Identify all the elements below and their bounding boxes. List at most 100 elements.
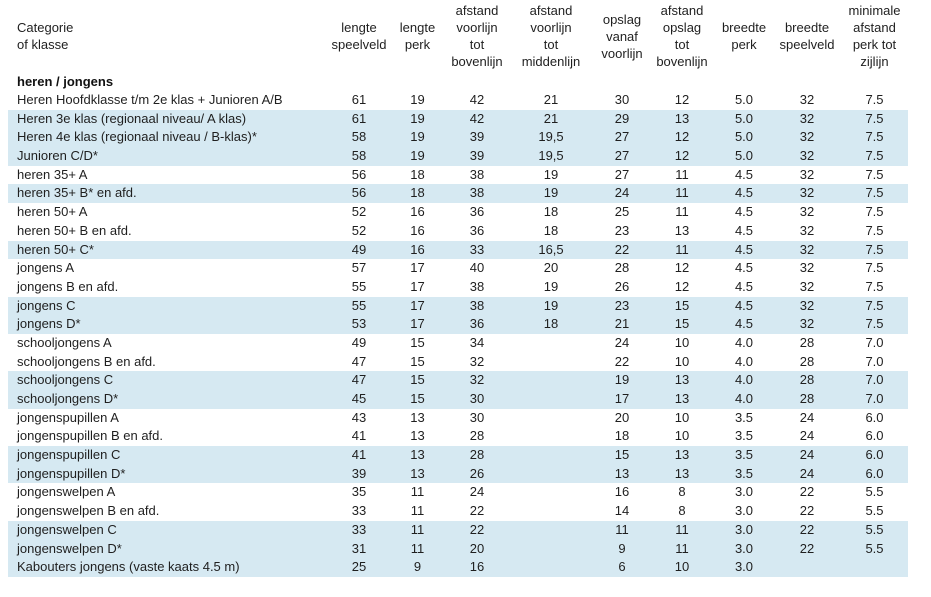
row-value: 5.0 xyxy=(734,129,754,145)
row-category: heren 50+ A xyxy=(17,204,88,220)
row-value: 52 xyxy=(351,204,367,220)
row-value: 28 xyxy=(799,353,815,369)
row-value: 23 xyxy=(614,222,630,238)
row-value: 38 xyxy=(469,185,485,201)
row-value: 24 xyxy=(799,428,815,444)
row-value: 7.0 xyxy=(865,372,884,388)
row-value: 9 xyxy=(413,559,422,575)
row-value: 24 xyxy=(799,447,815,463)
row-value: 18 xyxy=(410,185,425,201)
column-header-opslag-vanaf-voorlijn: opslag vanaf voorlijn xyxy=(601,11,643,61)
row-value: 3.5 xyxy=(734,409,754,425)
row-category: Heren 4e klas (regionaal niveau / B-klas… xyxy=(17,129,257,145)
table-row: Junioren C/D* 58 19 39 19,5 27 12 5.0 32… xyxy=(8,147,908,166)
row-value: 24 xyxy=(614,185,630,201)
row-value: 57 xyxy=(351,260,367,276)
table-row: jongenswelpen A 35 11 24 16 8 3.0 22 5.5 xyxy=(8,483,908,502)
column-header-afstand-voorlijn-bovenlijn: afstand voorlijn tot bovenlijn xyxy=(451,3,503,69)
row-value: 4.5 xyxy=(734,204,754,220)
row-value: 27 xyxy=(614,148,630,164)
row-value: 17 xyxy=(410,297,425,313)
row-value: 13 xyxy=(410,428,425,444)
row-value: 19 xyxy=(543,297,559,313)
row-value: 22 xyxy=(799,503,815,519)
row-value: 43 xyxy=(351,409,367,425)
row-value: 6.0 xyxy=(865,409,884,425)
row-value: 7.5 xyxy=(865,185,884,201)
row-value: 32 xyxy=(799,222,815,238)
table-row: Kabouters jongens (vaste kaats 4.5 m) 25… xyxy=(8,558,908,577)
table-row: heren 35+ B* en afd. 56 18 38 19 24 11 4… xyxy=(8,184,908,204)
row-value: 32 xyxy=(799,148,815,164)
table-row: Heren 4e klas (regionaal niveau / B-klas… xyxy=(8,128,908,148)
row-value: 5.0 xyxy=(734,148,754,164)
row-value: 19,5 xyxy=(538,129,564,145)
row-value: 3.0 xyxy=(734,559,754,575)
row-value: 3.5 xyxy=(734,428,754,444)
row-value: 33 xyxy=(351,521,367,537)
row-value: 52 xyxy=(351,222,367,238)
row-value: 36 xyxy=(469,204,485,220)
row-value: 4.5 xyxy=(734,241,754,257)
table-row: heren 50+ A 52 16 36 18 25 11 4.5 32 7.5 xyxy=(8,203,908,222)
row-value: 13 xyxy=(614,465,630,481)
table-row: schooljongens D* 45 15 30 17 13 4.0 28 7… xyxy=(8,390,908,409)
row-value: 7.0 xyxy=(865,353,884,369)
row-value: 15 xyxy=(614,447,630,463)
row-value: 27 xyxy=(614,166,630,182)
table-row: Heren Hoofdklasse t/m 2e klas + Junioren… xyxy=(8,91,908,110)
row-value: 17 xyxy=(410,278,425,294)
column-header-afstand-opslag-bovenlijn: afstand opslag tot bovenlijn xyxy=(656,3,708,69)
row-value: 19 xyxy=(410,110,425,126)
row-category: jongenswelpen D* xyxy=(17,540,122,556)
row-value: 7.5 xyxy=(865,204,884,220)
row-value: 9 xyxy=(618,540,626,556)
row-value: 16 xyxy=(410,222,425,238)
row-value: 7.5 xyxy=(865,148,884,164)
row-value: 7.5 xyxy=(865,241,884,257)
row-value: 42 xyxy=(469,110,485,126)
column-header-lengte-perk: lengte perk xyxy=(399,20,436,52)
table-header-row: Categorie of klasse lengte speelveld len… xyxy=(8,0,908,72)
row-value: 18 xyxy=(543,204,559,220)
row-value: 32 xyxy=(799,316,815,332)
row-value: 47 xyxy=(351,372,367,388)
row-value: 21 xyxy=(543,92,559,107)
table-row: heren 35+ A 56 18 38 19 27 11 4.5 32 7.5 xyxy=(8,166,908,185)
row-value: 45 xyxy=(351,391,367,406)
row-value: 20 xyxy=(469,540,485,556)
row-value: 13 xyxy=(674,447,690,463)
row-value: 13 xyxy=(674,110,690,126)
row-value: 13 xyxy=(674,222,690,238)
row-value: 22 xyxy=(614,353,630,369)
row-value: 20 xyxy=(614,409,630,425)
row-value: 17 xyxy=(410,316,425,332)
row-value: 6.0 xyxy=(865,447,884,463)
row-value: 22 xyxy=(614,241,630,257)
row-value: 36 xyxy=(469,316,485,332)
row-category: jongenswelpen A xyxy=(17,484,116,500)
row-category: heren 35+ A xyxy=(17,166,88,182)
table-row: jongens A 57 17 40 20 28 12 4.5 32 7.5 xyxy=(8,259,908,278)
row-value: 10 xyxy=(674,428,690,444)
table-body: Heren Hoofdklasse t/m 2e klas + Junioren… xyxy=(8,91,908,577)
row-category: heren 35+ B* en afd. xyxy=(17,185,137,201)
row-value: 20 xyxy=(543,260,559,276)
group-header-label: heren / jongens xyxy=(17,74,114,89)
row-value: 38 xyxy=(469,297,485,313)
row-value: 35 xyxy=(351,484,367,500)
row-value: 17 xyxy=(410,260,425,276)
row-value: 5.5 xyxy=(865,521,884,537)
row-value: 61 xyxy=(351,92,367,107)
row-category: Junioren C/D* xyxy=(17,148,98,164)
row-value: 55 xyxy=(351,297,367,313)
group-header-row: heren / jongens xyxy=(8,72,908,91)
row-value: 5.0 xyxy=(734,92,754,107)
row-value: 32 xyxy=(799,241,815,257)
row-value: 47 xyxy=(351,353,367,369)
row-value: 12 xyxy=(674,92,690,107)
row-value: 33 xyxy=(351,503,367,519)
row-value: 4.0 xyxy=(734,372,754,388)
row-value: 28 xyxy=(614,260,630,276)
row-value: 5.5 xyxy=(865,540,884,556)
